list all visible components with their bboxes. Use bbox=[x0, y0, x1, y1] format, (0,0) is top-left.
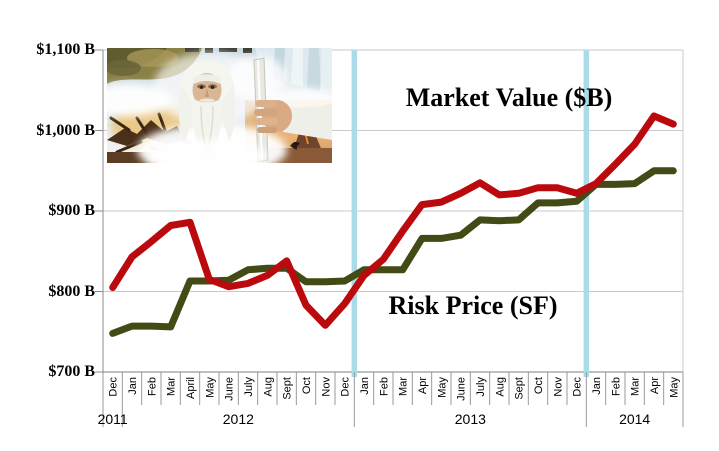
month-label: Mar bbox=[398, 377, 410, 396]
month-label: June bbox=[456, 377, 468, 401]
month-label: July bbox=[475, 377, 487, 397]
month-label: Jan bbox=[591, 377, 603, 395]
month-label: Oct bbox=[533, 377, 545, 394]
y-axis-label: $700 B bbox=[48, 363, 95, 380]
bottom-glow bbox=[147, 140, 267, 163]
year-label: 2011 bbox=[98, 411, 128, 427]
month-label: Jan bbox=[127, 377, 139, 395]
y-axis-label: $1,000 B bbox=[36, 122, 95, 139]
month-label: Nov bbox=[320, 377, 332, 397]
y-axis-label: $1,100 B bbox=[36, 41, 95, 58]
series-line-risk-price-sf bbox=[109, 167, 677, 337]
year-label: 2014 bbox=[619, 411, 650, 427]
month-label: Mar bbox=[630, 377, 642, 396]
hand bbox=[254, 100, 332, 140]
month-label: Oct bbox=[301, 377, 313, 394]
gandalf-image bbox=[107, 48, 332, 163]
month-label: Mar bbox=[166, 377, 178, 396]
month-label: Aug bbox=[494, 377, 506, 397]
month-label: Dec bbox=[108, 377, 120, 397]
series-title-risk-price: Risk Price (SF) bbox=[388, 291, 558, 320]
month-label: May bbox=[204, 377, 216, 398]
month-label: Dec bbox=[572, 377, 584, 397]
month-label: Apr bbox=[417, 377, 429, 394]
series-title-market-value: Market Value ($B) bbox=[405, 83, 613, 112]
top-edge-ruins bbox=[185, 48, 252, 53]
month-label: July bbox=[243, 377, 255, 397]
month-label: May bbox=[436, 377, 448, 398]
month-label: May bbox=[668, 377, 680, 398]
y-axis-label: $800 B bbox=[48, 283, 95, 300]
month-label: June bbox=[224, 377, 236, 401]
month-label: April bbox=[185, 377, 197, 399]
month-label: Feb bbox=[378, 377, 390, 396]
foliage bbox=[107, 48, 202, 84]
month-label: Sept bbox=[282, 377, 294, 400]
year-label: 2013 bbox=[455, 411, 486, 427]
month-label: Feb bbox=[146, 377, 158, 396]
month-label: Jan bbox=[359, 377, 371, 395]
month-label: Nov bbox=[552, 377, 564, 397]
month-label: Aug bbox=[262, 377, 274, 397]
y-axis-label: $900 B bbox=[48, 202, 95, 219]
month-label: Sept bbox=[514, 377, 526, 400]
series-line-market-value-b bbox=[109, 112, 677, 329]
bird-silhouette bbox=[290, 141, 300, 150]
month-label: Dec bbox=[340, 377, 352, 397]
month-label: Feb bbox=[610, 377, 622, 396]
year-label: 2012 bbox=[223, 411, 254, 427]
month-label: Apr bbox=[649, 377, 661, 394]
